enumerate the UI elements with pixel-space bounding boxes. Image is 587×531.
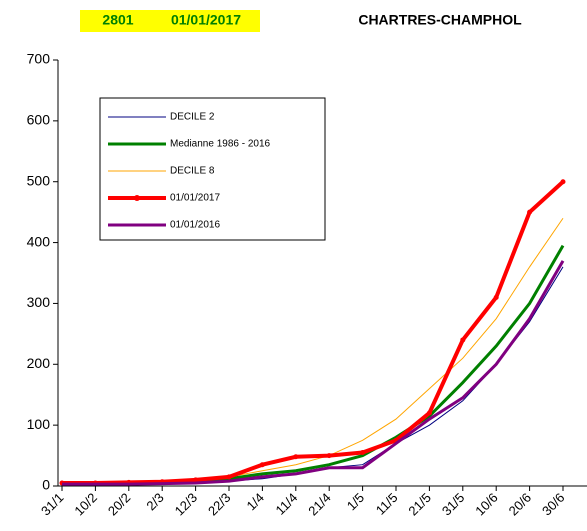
- legend-label: DECILE 8: [170, 166, 215, 177]
- x-tick-label: 1/4: [244, 490, 267, 513]
- series-line: [62, 260, 565, 486]
- y-tick-label: 300: [27, 294, 51, 310]
- legend-label: Medianne 1986 - 2016: [170, 139, 271, 150]
- y-tick-label: 400: [27, 233, 51, 249]
- series-marker: [493, 294, 499, 300]
- y-tick-label: 200: [27, 355, 51, 371]
- x-tick-label: 22/3: [205, 490, 234, 519]
- series-marker: [226, 474, 232, 480]
- series-marker: [193, 477, 199, 483]
- series-marker: [426, 410, 432, 416]
- y-tick-label: 100: [27, 416, 51, 432]
- series-line: [62, 217, 564, 484]
- y-tick-label: 700: [27, 51, 51, 67]
- x-tick-label: 21/4: [305, 490, 334, 519]
- x-tick-label: 20/2: [105, 490, 134, 519]
- x-tick-label: 10/2: [71, 490, 100, 519]
- legend-label: 01/01/2017: [170, 193, 220, 204]
- series-marker: [259, 462, 265, 468]
- x-tick-label: 21/5: [405, 490, 434, 519]
- x-tick-label: 20/6: [506, 490, 535, 519]
- station-code: 2801: [102, 12, 133, 28]
- x-tick-label: 11/4: [273, 490, 301, 518]
- x-tick-label: 31/5: [439, 490, 468, 519]
- series-line: [62, 244, 565, 485]
- series-marker: [326, 453, 332, 459]
- legend-marker: [134, 195, 140, 201]
- series-line: [62, 180, 565, 485]
- x-tick-label: 11/5: [373, 490, 401, 518]
- header-date: 01/01/2017: [171, 12, 241, 28]
- x-tick-label: 30/6: [539, 490, 568, 519]
- series-marker: [527, 209, 533, 215]
- series-marker: [560, 179, 566, 185]
- series-line: [62, 266, 564, 485]
- x-tick-label: 31/1: [38, 490, 67, 519]
- legend-label: DECILE 2: [170, 112, 215, 123]
- y-tick-label: 0: [42, 477, 50, 493]
- station-name: CHARTRES-CHAMPHOL: [358, 12, 522, 28]
- y-tick-label: 600: [27, 112, 51, 128]
- series-marker: [460, 337, 466, 343]
- x-tick-label: 2/3: [143, 490, 166, 513]
- legend-label: 01/01/2016: [170, 220, 220, 231]
- x-tick-label: 12/3: [172, 490, 201, 519]
- legend: [99, 97, 326, 241]
- y-tick-label: 500: [27, 172, 51, 188]
- series-marker: [293, 454, 299, 460]
- x-tick-label: 10/6: [472, 490, 501, 519]
- x-tick-label: 1/5: [344, 490, 367, 513]
- series-marker: [360, 450, 366, 456]
- header-highlight: [80, 10, 260, 32]
